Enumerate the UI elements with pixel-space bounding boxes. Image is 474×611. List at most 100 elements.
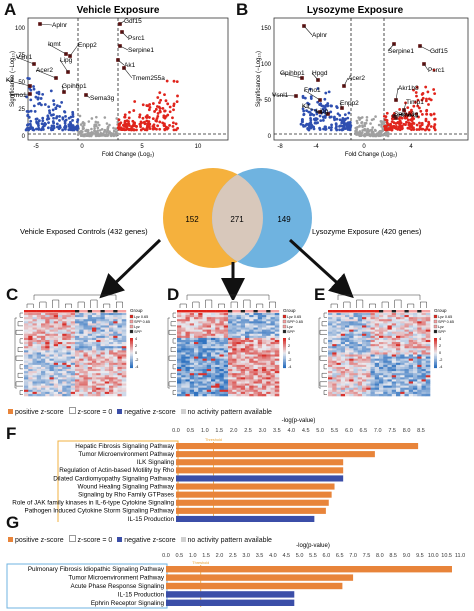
heatmap-cell [53,323,59,326]
heatmap-cell [383,362,388,366]
heatmap-cell [228,350,233,353]
heatmap-cell [58,323,63,326]
heatmap-cell [336,360,342,364]
volcano-point-ns [95,124,98,128]
volcano-point-down [334,122,338,126]
negative-swatch-g [117,537,123,542]
heatmap-cell [366,313,371,316]
heatmap-cell [274,315,280,318]
volcano-point-up [394,125,398,128]
color-scale-segment [434,363,437,366]
heatmap-cell [357,339,363,343]
heatmap-cell [36,315,42,318]
heatmap-cell [345,346,350,349]
group-annotation-cell [41,310,46,313]
heatmap-cell [96,366,101,370]
heatmap-cell [336,354,342,357]
heatmap-cell [408,348,414,351]
heatmap-cell [245,342,250,345]
heatmap-cell [100,321,106,324]
heatmap-cell [400,391,405,395]
heatmap-cell [266,362,271,366]
volcano-point-ns [382,120,386,124]
heatmap-cell [262,387,267,391]
heatmap-cell [198,356,203,359]
heatmap-cell [109,339,114,343]
heatmap-cell [328,317,333,320]
volcano-point-down [336,112,340,116]
heatmap-cell [45,364,50,368]
heatmap-cell [87,350,93,353]
heatmap-cell [215,329,220,332]
heatmap-cell [379,358,384,362]
volcano-point-ns [87,120,91,123]
bar-axis-tick: 7.5 [363,553,371,559]
heatmap-cell [245,364,250,368]
group-annotation-cell [70,310,76,313]
heatmap-cell [83,393,89,397]
heatmap-cell [87,379,93,382]
heatmap-cell [109,387,114,391]
heatmap-cell [198,335,203,339]
heatmap-cell [366,329,371,332]
volcano-gene-label: Aplnr [312,32,328,39]
heatmap-cell [92,354,97,357]
heatmap-cell [79,325,84,328]
heatmap-cell [253,385,259,388]
volcano-point-down [330,125,333,129]
heatmap-cell [404,383,410,386]
heatmap-cell [100,342,106,345]
heatmap-cell [362,377,367,380]
bar-axis-tick: 4.5 [282,553,290,559]
heatmap-cell [177,342,182,345]
heatmap-cell [374,391,380,395]
volcano-point-down [305,109,308,113]
heatmap-cell [345,389,350,393]
volcano-point-ns [95,115,98,119]
heatmap-cell [257,360,263,364]
color-scale-segment [130,357,133,360]
heatmap-cell [194,362,199,366]
volcano-point-down [29,109,33,113]
heatmap-cell [24,373,29,376]
heatmap-cell [109,344,114,347]
heatmap-cell [32,362,38,366]
heatmap-cell [336,369,342,372]
heatmap-cell [417,325,422,328]
heatmap-cell [121,327,127,330]
volcano-ytick: 0 [22,134,26,140]
heatmap-cell [117,323,123,326]
heatmap-cell [249,346,254,349]
heatmap-cell [245,362,250,366]
heatmap-cell [257,387,263,391]
heatmap-cell [109,373,114,376]
heatmap-cell [362,348,367,351]
heatmap-cell [266,393,271,397]
heatmap-cell [228,358,233,362]
heatmap-cell [270,358,276,362]
heatmap-cell [189,315,195,318]
heatmap-cell [79,371,84,374]
heatmap-cell [177,319,182,322]
volcano-point-down [29,124,33,128]
heatmap-cell [198,325,203,328]
heatmap-cell [70,331,76,335]
heatmap-cell [177,327,182,330]
heatmap-cell [253,313,259,316]
heatmap-cell [83,325,89,328]
heatmap-cell [391,315,397,318]
heatmap-cell [83,333,89,337]
heatmap-cell [404,371,410,374]
volcano-point-down [326,102,330,105]
heatmap-cell [425,354,431,357]
heatmap-cell [32,350,38,353]
volcano-point-down [316,87,320,90]
heatmap-cell [345,327,350,330]
volcano-gene-label: Lipg [316,108,329,115]
heatmap-cell [387,329,393,332]
volcano-point-up [416,104,420,108]
heatmap-cell [113,371,118,374]
volcano-point-up [415,94,418,98]
heatmap-cell [349,358,354,362]
heatmap-cell [36,335,42,339]
